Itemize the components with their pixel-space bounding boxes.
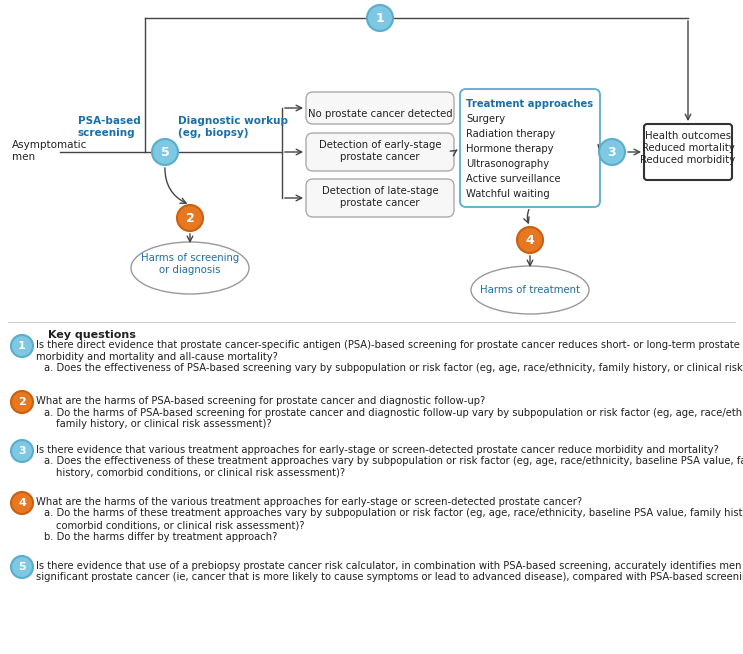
Text: family history, or clinical risk assessment)?: family history, or clinical risk assessm…: [56, 419, 272, 429]
Text: history, comorbid conditions, or clinical risk assessment)?: history, comorbid conditions, or clinica…: [56, 468, 345, 478]
Text: Active surveillance: Active surveillance: [466, 174, 561, 184]
Text: Surgery: Surgery: [466, 114, 505, 124]
Ellipse shape: [131, 242, 249, 294]
Circle shape: [367, 5, 393, 31]
Circle shape: [11, 556, 33, 578]
Text: 5: 5: [18, 562, 26, 572]
Text: 2: 2: [18, 397, 26, 407]
Circle shape: [517, 227, 543, 253]
Text: significant prostate cancer (ie, cancer that is more likely to cause symptoms or: significant prostate cancer (ie, cancer …: [36, 572, 743, 583]
Circle shape: [152, 139, 178, 165]
Text: morbidity and mortality and all-cause mortality?: morbidity and mortality and all-cause mo…: [36, 351, 278, 362]
Text: Hormone therapy: Hormone therapy: [466, 144, 554, 154]
Circle shape: [177, 205, 203, 231]
Text: a. Does the effectiveness of PSA-based screening vary by subpopulation or risk f: a. Does the effectiveness of PSA-based s…: [44, 363, 743, 373]
Text: 4: 4: [18, 498, 26, 508]
Text: 5: 5: [160, 145, 169, 158]
Text: a. Do the harms of PSA-based screening for prostate cancer and diagnostic follow: a. Do the harms of PSA-based screening f…: [44, 407, 743, 417]
Text: PSA-based
screening: PSA-based screening: [78, 116, 140, 138]
Text: a. Do the harms of these treatment approaches vary by subpopulation or risk fact: a. Do the harms of these treatment appro…: [44, 509, 743, 519]
Circle shape: [11, 391, 33, 413]
Text: 3: 3: [608, 145, 616, 158]
FancyBboxPatch shape: [306, 179, 454, 217]
Text: No prostate cancer detected: No prostate cancer detected: [308, 109, 452, 119]
Text: 1: 1: [18, 341, 26, 351]
FancyBboxPatch shape: [644, 124, 732, 180]
Text: What are the harms of PSA-based screening for prostate cancer and diagnostic fol: What are the harms of PSA-based screenin…: [36, 396, 485, 406]
Text: Asymptomatic
men: Asymptomatic men: [12, 140, 88, 162]
Text: What are the harms of the various treatment approaches for early-stage or screen: What are the harms of the various treatm…: [36, 497, 582, 507]
Circle shape: [599, 139, 625, 165]
Text: Detection of early-stage
prostate cancer: Detection of early-stage prostate cancer: [319, 140, 441, 162]
FancyBboxPatch shape: [306, 92, 454, 124]
FancyBboxPatch shape: [460, 89, 600, 207]
Text: Detection of late-stage
prostate cancer: Detection of late-stage prostate cancer: [322, 186, 438, 208]
Text: Treatment approaches: Treatment approaches: [466, 99, 593, 109]
Circle shape: [11, 492, 33, 514]
Text: Diagnostic workup
(eg, biopsy): Diagnostic workup (eg, biopsy): [178, 116, 288, 138]
Text: Harms of screening
or diagnosis: Harms of screening or diagnosis: [141, 253, 239, 275]
Text: Is there evidence that various treatment approaches for early-stage or screen-de: Is there evidence that various treatment…: [36, 445, 718, 455]
Text: Watchful waiting: Watchful waiting: [466, 189, 550, 199]
Text: 1: 1: [376, 12, 384, 24]
Text: Key questions: Key questions: [48, 330, 136, 340]
Text: Radiation therapy: Radiation therapy: [466, 129, 555, 139]
Text: 3: 3: [18, 446, 26, 456]
Text: 4: 4: [525, 233, 534, 247]
Text: Harms of treatment: Harms of treatment: [480, 285, 580, 295]
Text: a. Does the effectiveness of these treatment approaches vary by subpopulation or: a. Does the effectiveness of these treat…: [44, 456, 743, 466]
Circle shape: [11, 335, 33, 357]
Text: Health outcomes
Reduced mortality
Reduced morbidity: Health outcomes Reduced mortality Reduce…: [640, 131, 736, 165]
Circle shape: [11, 440, 33, 462]
Text: Ultrasonography: Ultrasonography: [466, 159, 549, 169]
Text: Is there evidence that use of a prebiopsy prostate cancer risk calculator, in co: Is there evidence that use of a prebiops…: [36, 561, 743, 571]
FancyBboxPatch shape: [306, 133, 454, 171]
Text: Is there direct evidence that prostate cancer-specific antigen (PSA)-based scree: Is there direct evidence that prostate c…: [36, 340, 743, 350]
Text: comorbid conditions, or clinical risk assessment)?: comorbid conditions, or clinical risk as…: [56, 520, 305, 530]
Text: b. Do the harms differ by treatment approach?: b. Do the harms differ by treatment appr…: [44, 532, 277, 542]
Ellipse shape: [471, 266, 589, 314]
Text: 2: 2: [186, 211, 195, 224]
